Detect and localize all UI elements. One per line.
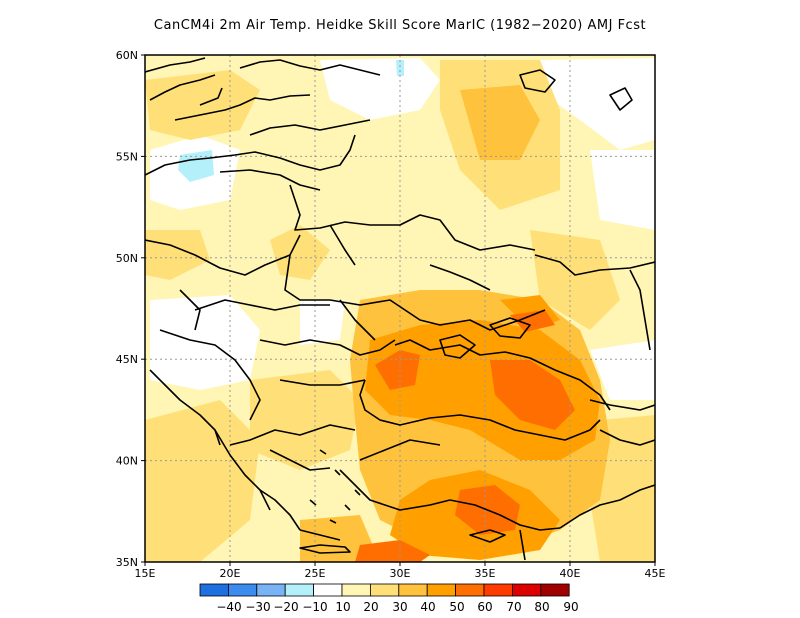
lon-tick-label: 20E [220, 567, 241, 580]
colorbar-label: 90 [563, 600, 578, 614]
map-title: CanCM4i 2m Air Temp. Heidke Skill Score … [153, 18, 647, 33]
country-borders [145, 57, 655, 561]
colorbar-label: 50 [449, 600, 464, 614]
colorbar-swatch [284, 583, 315, 597]
lon-tick-labels: 15E 20E 25E 30E 35E 40E 45E [135, 567, 666, 580]
colorbar-swatch [398, 583, 428, 597]
colorbar-label: 30 [392, 600, 407, 614]
colorbar-label: −20 [273, 600, 298, 614]
lat-tick-label: 55N [116, 150, 138, 163]
colorbar-label: 40 [420, 600, 435, 614]
lat-tick-label: 40N [116, 455, 138, 468]
colorbar-label: 70 [506, 600, 521, 614]
lon-tick-label: 25E [305, 567, 326, 580]
lon-tick-label: 30E [390, 567, 411, 580]
colorbar [199, 583, 570, 597]
colorbar-swatch [512, 583, 542, 597]
lon-tick-label: 40E [560, 567, 581, 580]
colorbar-label: 60 [477, 600, 492, 614]
colorbar-label: −30 [245, 600, 270, 614]
lon-tick-label: 45E [645, 567, 666, 580]
tick-marks [141, 54, 656, 566]
colorbar-labels: −40 −30 −20 −10 10 20 30 40 50 60 70 80 … [216, 600, 578, 614]
lat-lon-grid [145, 55, 655, 562]
colorbar-swatch [426, 583, 457, 597]
colorbar-label: 80 [534, 600, 549, 614]
colorbar-label: −10 [302, 600, 327, 614]
colorbar-swatch [227, 583, 258, 597]
colorbar-label: 10 [335, 600, 350, 614]
lat-tick-label: 45N [116, 353, 138, 366]
colorbar-label: −40 [216, 600, 241, 614]
colorbar-swatch [256, 583, 286, 597]
colorbar-swatch [483, 583, 513, 597]
colorbar-swatch [369, 583, 400, 597]
lat-tick-label: 35N [116, 556, 138, 569]
lon-tick-label: 15E [135, 567, 156, 580]
lat-tick-labels: 35N 40N 45N 50N 55N 60N [116, 49, 138, 569]
colorbar-swatch [313, 583, 343, 597]
colorbar-swatch [341, 583, 371, 597]
lat-tick-label: 50N [116, 252, 138, 265]
colorbar-swatch [540, 583, 570, 597]
colorbar-label: 20 [363, 600, 378, 614]
lon-tick-label: 35E [475, 567, 496, 580]
colorbar-swatch [199, 583, 229, 597]
lat-tick-label: 60N [116, 49, 138, 62]
colorbar-swatch [455, 583, 485, 597]
